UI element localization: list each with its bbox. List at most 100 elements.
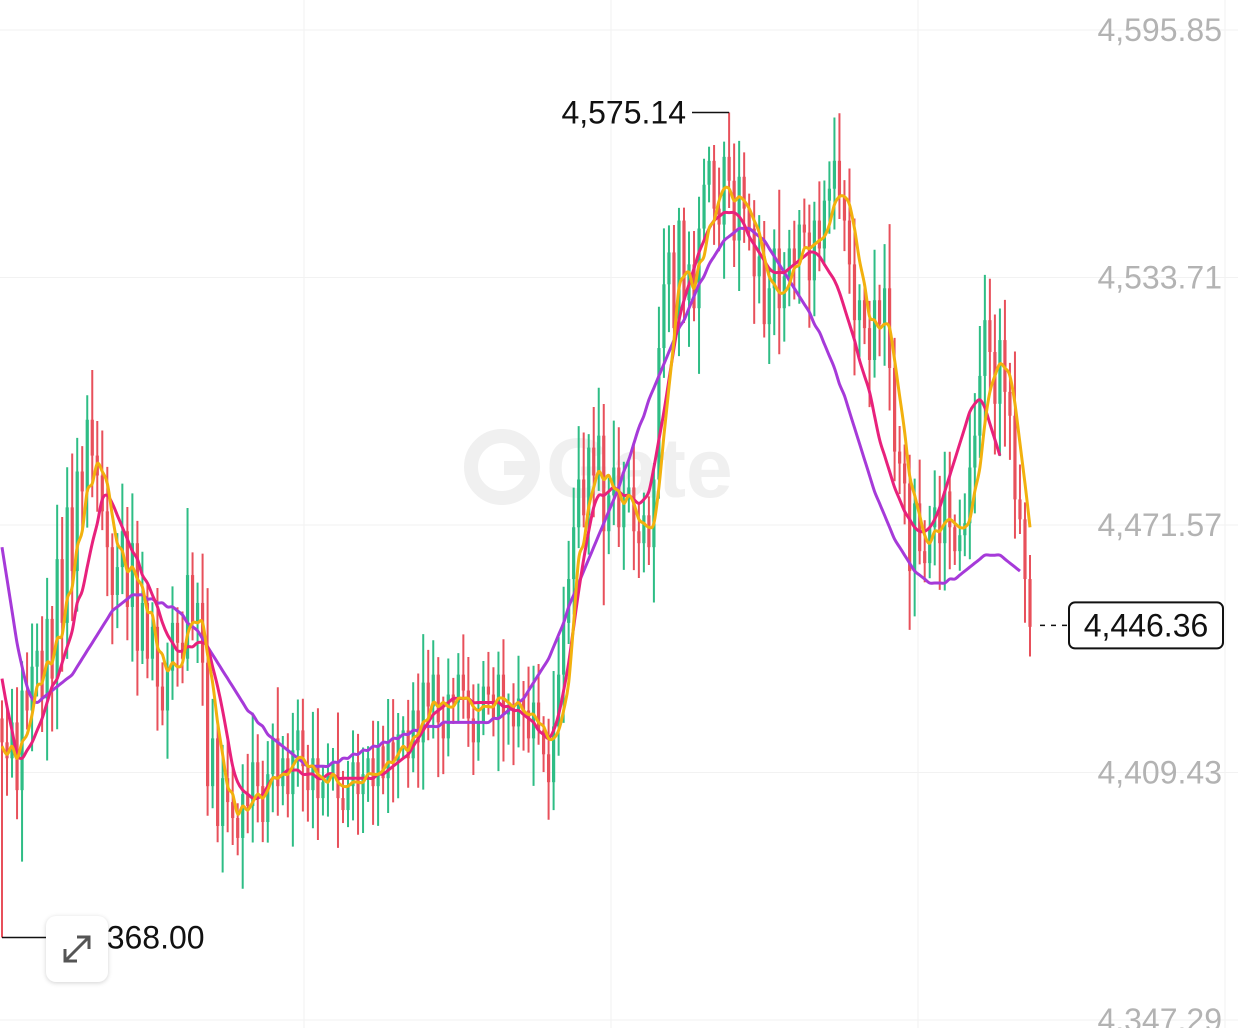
candle-177 [887, 224, 892, 411]
candle-1 [5, 707, 9, 796]
candle-164 [822, 180, 826, 266]
candle-153 [767, 267, 771, 365]
candle-171 [857, 284, 862, 357]
candle-112 [562, 586, 566, 723]
candle-203 [1018, 464, 1022, 535]
candle-60 [301, 698, 305, 812]
candle-80 [401, 716, 405, 759]
candle-66 [331, 747, 335, 791]
y-axis: 4,595.85 4,533.71 4,471.57 4,409.43 4,347.29 [1097, 12, 1222, 1028]
candle-144 [722, 141, 726, 279]
candle-70 [351, 730, 355, 821]
candle-176 [882, 244, 887, 366]
candle-8 [40, 616, 44, 733]
expand-button[interactable] [46, 916, 108, 982]
candle-162 [812, 201, 816, 317]
candle-37 [185, 508, 190, 671]
candle-88 [441, 696, 445, 775]
candle-36 [180, 611, 185, 684]
candle-82 [411, 682, 415, 773]
candle-97 [486, 651, 491, 715]
candle-202 [1013, 351, 1017, 539]
candle-24 [120, 483, 124, 595]
candle-86 [431, 640, 435, 739]
candle-191 [958, 499, 962, 571]
ma-mid-line [0, 210, 1002, 801]
candle-141 [707, 146, 711, 203]
candle-43 [216, 721, 220, 843]
candle-58 [291, 712, 295, 847]
candle-51 [256, 734, 260, 823]
candle-87 [436, 657, 440, 778]
candle-175 [877, 284, 882, 357]
candle-27 [135, 520, 139, 696]
candle-71 [356, 733, 360, 835]
candle-131 [657, 306, 661, 499]
candle-50 [251, 712, 255, 843]
candle-13 [65, 467, 69, 659]
candle-81 [406, 699, 410, 788]
candle-6 [30, 623, 34, 752]
candle-55 [276, 687, 280, 816]
candle-69 [346, 760, 350, 828]
candle-146 [732, 143, 736, 267]
candle-181 [908, 454, 912, 630]
candle-64 [321, 766, 325, 816]
candle-93 [466, 656, 470, 747]
candle-0 [0, 700, 4, 938]
candle-149 [747, 193, 751, 251]
candle-17 [85, 395, 89, 528]
candle-41 [206, 588, 210, 816]
candle-42 [211, 698, 215, 809]
candle-84 [421, 634, 425, 790]
candle-124 [622, 461, 626, 570]
candle-11 [55, 504, 59, 730]
candle-168 [842, 180, 847, 252]
high-price-label: 4,575.14 [561, 94, 686, 130]
candle-170 [852, 218, 857, 376]
last-price-box [1068, 601, 1224, 650]
y-tick-label-3: 4,409.43 [1097, 755, 1222, 791]
candle-193 [968, 412, 972, 560]
candle-102 [511, 683, 516, 766]
candle-44 [221, 744, 225, 873]
candle-32 [160, 662, 165, 726]
candle-197 [988, 278, 992, 392]
candle-9 [45, 577, 49, 761]
candle-76 [381, 725, 385, 795]
candle-59 [296, 699, 300, 787]
candle-61 [306, 744, 310, 822]
candle-169 [847, 168, 852, 294]
candle-129 [647, 496, 651, 565]
candle-174 [872, 249, 877, 378]
candle-14 [70, 453, 74, 622]
candle-23 [115, 533, 119, 629]
candle-205 [1028, 554, 1032, 657]
candle-199 [998, 308, 1002, 457]
candle-128 [642, 492, 646, 573]
candle-96 [481, 661, 486, 736]
gate-logo-icon [464, 429, 540, 505]
candle-195 [978, 326, 982, 458]
candle-72 [361, 747, 365, 834]
candle-179 [898, 426, 902, 495]
gate-watermark: Gate [464, 421, 733, 515]
candle-18 [90, 370, 94, 498]
candle-120 [602, 403, 606, 606]
y-tick-label-2: 4,471.57 [1097, 507, 1222, 543]
candle-99 [496, 651, 501, 772]
candle-204 [1023, 502, 1027, 623]
candle-122 [612, 420, 616, 526]
candle-35 [175, 607, 180, 687]
ma-short-line [0, 185, 1032, 816]
candle-33 [165, 642, 170, 759]
candle-166 [832, 117, 837, 230]
candle-200 [1003, 299, 1007, 447]
candle-113 [567, 540, 571, 644]
candle-134 [672, 224, 676, 344]
candle-167 [837, 113, 842, 220]
candle-192 [963, 493, 967, 557]
candle-52 [261, 760, 265, 843]
candle-46 [231, 767, 235, 845]
